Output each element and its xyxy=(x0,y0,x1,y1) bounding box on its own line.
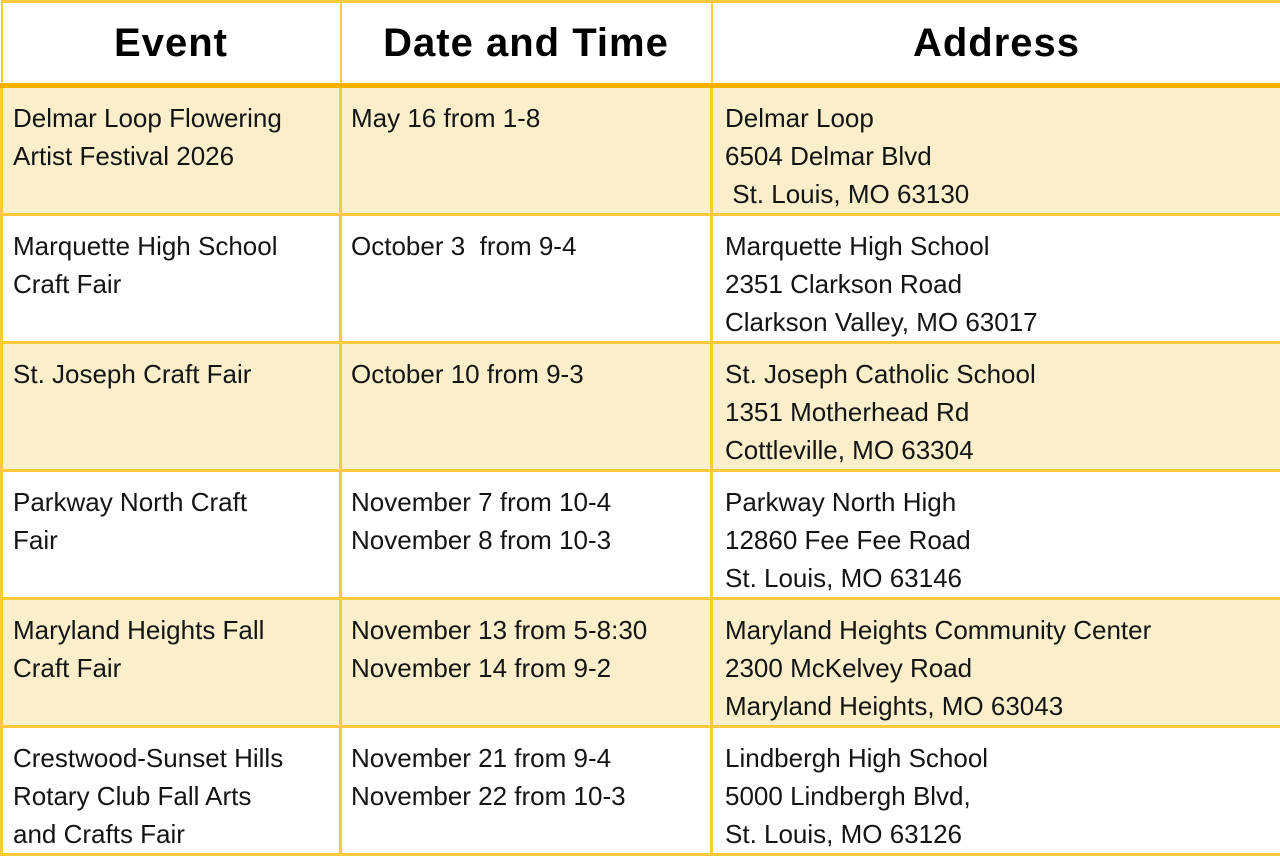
address-cell: Maryland Heights Community Center 2300 M… xyxy=(710,597,1280,728)
date-time-cell: November 21 from 9-4 November 22 from 10… xyxy=(339,725,713,856)
column-header-event: Event xyxy=(0,0,342,88)
table-row: St. Joseph Craft Fair October 10 from 9-… xyxy=(0,341,1280,472)
table-row: Maryland Heights Fall Craft Fair Novembe… xyxy=(0,597,1280,728)
table-row: Crestwood-Sunset Hills Rotary Club Fall … xyxy=(0,725,1280,856)
address-cell: Parkway North High 12860 Fee Fee Road St… xyxy=(710,469,1280,600)
date-time-cell: November 13 from 5-8:30 November 14 from… xyxy=(339,597,713,728)
event-cell: Marquette High School Craft Fair xyxy=(0,213,342,344)
date-time-cell: October 10 from 9-3 xyxy=(339,341,713,472)
table-row: Marquette High School Craft Fair October… xyxy=(0,213,1280,344)
date-time-cell: November 7 from 10-4 November 8 from 10-… xyxy=(339,469,713,600)
table-row: Delmar Loop Flowering Artist Festival 20… xyxy=(0,84,1280,216)
event-cell: Maryland Heights Fall Craft Fair xyxy=(0,597,342,728)
event-cell: Delmar Loop Flowering Artist Festival 20… xyxy=(0,84,342,216)
event-cell: Parkway North Craft Fair xyxy=(0,469,342,600)
table-header-row: Event Date and Time Address xyxy=(0,0,1280,88)
address-cell: Marquette High School 2351 Clarkson Road… xyxy=(710,213,1280,344)
table-row: Parkway North Craft Fair November 7 from… xyxy=(0,469,1280,600)
date-time-cell: May 16 from 1-8 xyxy=(339,84,713,216)
address-cell: Delmar Loop 6504 Delmar Blvd St. Louis, … xyxy=(710,84,1280,216)
column-header-date-time: Date and Time xyxy=(339,0,713,88)
address-cell: Lindbergh High School 5000 Lindbergh Blv… xyxy=(710,725,1280,856)
table-body: Delmar Loop Flowering Artist Festival 20… xyxy=(0,84,1280,856)
column-header-address: Address xyxy=(710,0,1280,88)
event-cell: Crestwood-Sunset Hills Rotary Club Fall … xyxy=(0,725,342,856)
address-cell: St. Joseph Catholic School 1351 Motherhe… xyxy=(710,341,1280,472)
date-time-cell: October 3 from 9-4 xyxy=(339,213,713,344)
event-cell: St. Joseph Craft Fair xyxy=(0,341,342,472)
